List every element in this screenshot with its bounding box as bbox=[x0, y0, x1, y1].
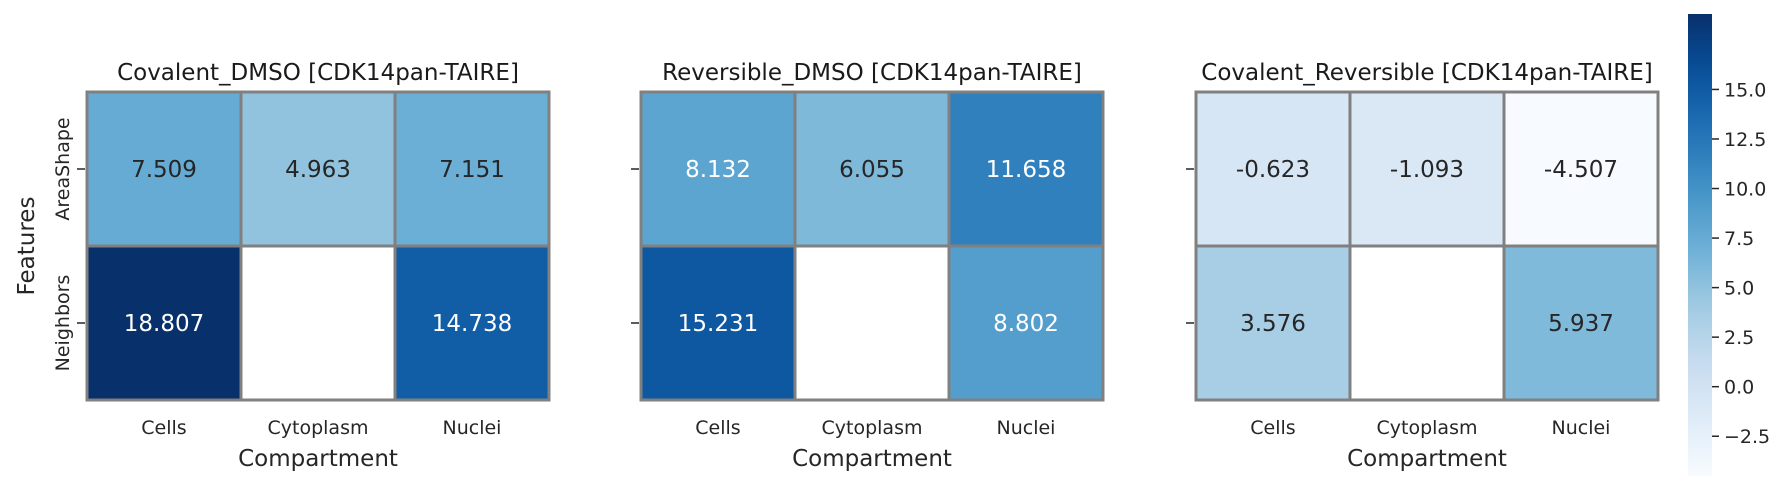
heatmap-cell bbox=[1348, 90, 1506, 248]
y-tick-label: Neighbors bbox=[52, 275, 74, 372]
x-tick-label: Cells bbox=[1250, 417, 1295, 439]
heatmap-cell bbox=[639, 244, 797, 402]
cell-value-label: 5.937 bbox=[1548, 311, 1614, 337]
cell-value-label: 7.151 bbox=[439, 157, 505, 183]
x-tick-label: Cytoplasm bbox=[822, 417, 923, 439]
heatmap-panel-3: -0.623 -1.093 -4.507 3.576 5.937 Covalent_Rev… bbox=[1186, 60, 1660, 472]
heatmap-cell bbox=[393, 90, 551, 248]
heatmap-cell bbox=[1502, 244, 1660, 402]
y-axis-label: Features bbox=[14, 197, 40, 296]
cell-value-label: -0.623 bbox=[1236, 157, 1310, 183]
x-axis-label: Compartment bbox=[1347, 446, 1507, 472]
x-tick-label: Cells bbox=[141, 417, 186, 439]
heatmap-cell bbox=[1348, 244, 1506, 402]
x-tick-label: Cells bbox=[695, 417, 740, 439]
heatmap-cell bbox=[1194, 244, 1352, 402]
x-axis-label: Compartment bbox=[238, 446, 398, 472]
x-tick-label: Nuclei bbox=[997, 417, 1056, 439]
x-tick-label: Nuclei bbox=[443, 417, 502, 439]
cell-value-label: 7.509 bbox=[131, 157, 197, 183]
heatmap-panel-2: 8.132 6.055 11.658 15.231 8.802 Reversible_DM… bbox=[631, 60, 1105, 472]
heatmap-cell bbox=[639, 90, 797, 248]
heatmap-cell bbox=[793, 244, 951, 402]
cell-value-label: 4.963 bbox=[285, 157, 351, 183]
cell-value-label: 11.658 bbox=[986, 157, 1066, 183]
cell-value-label: 3.576 bbox=[1240, 311, 1306, 337]
panel-title: Covalent_DMSO [CDK14pan-TAIRE] bbox=[117, 60, 519, 86]
colorbar-tick-label: 12.5 bbox=[1724, 129, 1766, 151]
panel-title: Covalent_Reversible [CDK14pan-TAIRE] bbox=[1201, 60, 1652, 86]
colorbar-tick-label: 5.0 bbox=[1724, 278, 1754, 300]
x-tick-label: Nuclei bbox=[1552, 417, 1611, 439]
heatmap-cell bbox=[793, 90, 951, 248]
cell-value-label: 8.802 bbox=[993, 311, 1059, 337]
cell-value-label: 6.055 bbox=[839, 157, 905, 183]
x-tick-label: Cytoplasm bbox=[1377, 417, 1478, 439]
colorbar: 15.0 12.5 10.0 7.5 5.0 2.5 0.0 −2.5 bbox=[1688, 14, 1770, 476]
colorbar-bar bbox=[1688, 14, 1712, 476]
cell-value-label: -1.093 bbox=[1390, 157, 1464, 183]
colorbar-tick-label: 0.0 bbox=[1724, 377, 1754, 399]
panel-title: Reversible_DMSO [CDK14pan-TAIRE] bbox=[662, 60, 1082, 86]
colorbar-tick-label: 7.5 bbox=[1724, 228, 1754, 250]
cell-value-label: 14.738 bbox=[432, 311, 512, 337]
heatmap-cell bbox=[947, 244, 1105, 402]
heatmap-cell bbox=[1194, 90, 1352, 248]
heatmap-panel-1: 7.509 4.963 7.151 18.807 14.738 Covalent_DMSO… bbox=[14, 60, 551, 472]
y-tick-label: AreaShape bbox=[52, 117, 74, 220]
heatmap-cell bbox=[393, 244, 551, 402]
cell-value-label: -4.507 bbox=[1544, 157, 1618, 183]
heatmap-cell bbox=[239, 244, 397, 402]
colorbar-tick-label: 15.0 bbox=[1724, 79, 1766, 101]
heatmap-cell bbox=[239, 90, 397, 248]
x-axis-label: Compartment bbox=[792, 446, 952, 472]
colorbar-tick-label: −2.5 bbox=[1724, 426, 1770, 448]
cell-value-label: 18.807 bbox=[124, 311, 204, 337]
cell-value-label: 15.231 bbox=[678, 311, 758, 337]
cell-value-label: 8.132 bbox=[685, 157, 751, 183]
heatmap-cell bbox=[85, 90, 243, 248]
x-tick-label: Cytoplasm bbox=[268, 417, 369, 439]
colorbar-tick-label: 10.0 bbox=[1724, 179, 1766, 201]
colorbar-tick-label: 2.5 bbox=[1724, 327, 1754, 349]
